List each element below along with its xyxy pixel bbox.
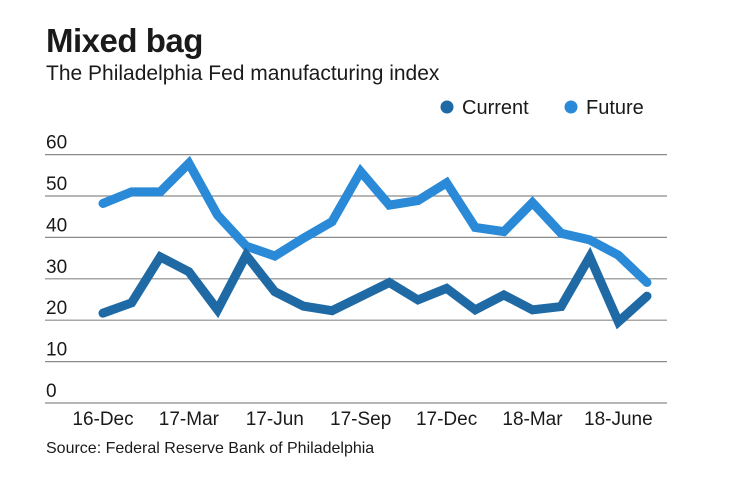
y-tick-label: 50 <box>46 174 67 195</box>
y-tick-label: 10 <box>46 340 67 361</box>
chart-title: Mixed bag <box>46 22 203 59</box>
x-tick-label: 17-Dec <box>416 409 477 430</box>
x-tick-label: 18-Mar <box>502 409 563 430</box>
x-tick-label: 16-Dec <box>72 409 133 430</box>
y-tick-label: 20 <box>46 298 67 319</box>
x-tick-label: 17-Mar <box>159 409 220 430</box>
x-tick-label: 17-Sep <box>330 409 391 430</box>
y-tick-label: 40 <box>46 215 67 236</box>
x-tick-label: 17-Jun <box>246 409 304 430</box>
legend-label-current: Current <box>462 97 529 119</box>
series-line-current <box>98 246 652 330</box>
y-tick-label: 60 <box>46 133 67 154</box>
chart-subtitle: The Philadelphia Fed manufacturing index <box>46 62 440 85</box>
y-tick-label: 0 <box>46 381 57 402</box>
source-note: Source: Federal Reserve Bank of Philadel… <box>46 440 375 457</box>
y-tick-label: 30 <box>46 257 67 278</box>
legend-marker-current <box>440 100 454 114</box>
legend-label-future: Future <box>586 97 644 119</box>
legend-marker-future <box>564 100 578 114</box>
x-tick-label: 18-June <box>584 409 653 430</box>
series-line-future <box>98 155 652 288</box>
